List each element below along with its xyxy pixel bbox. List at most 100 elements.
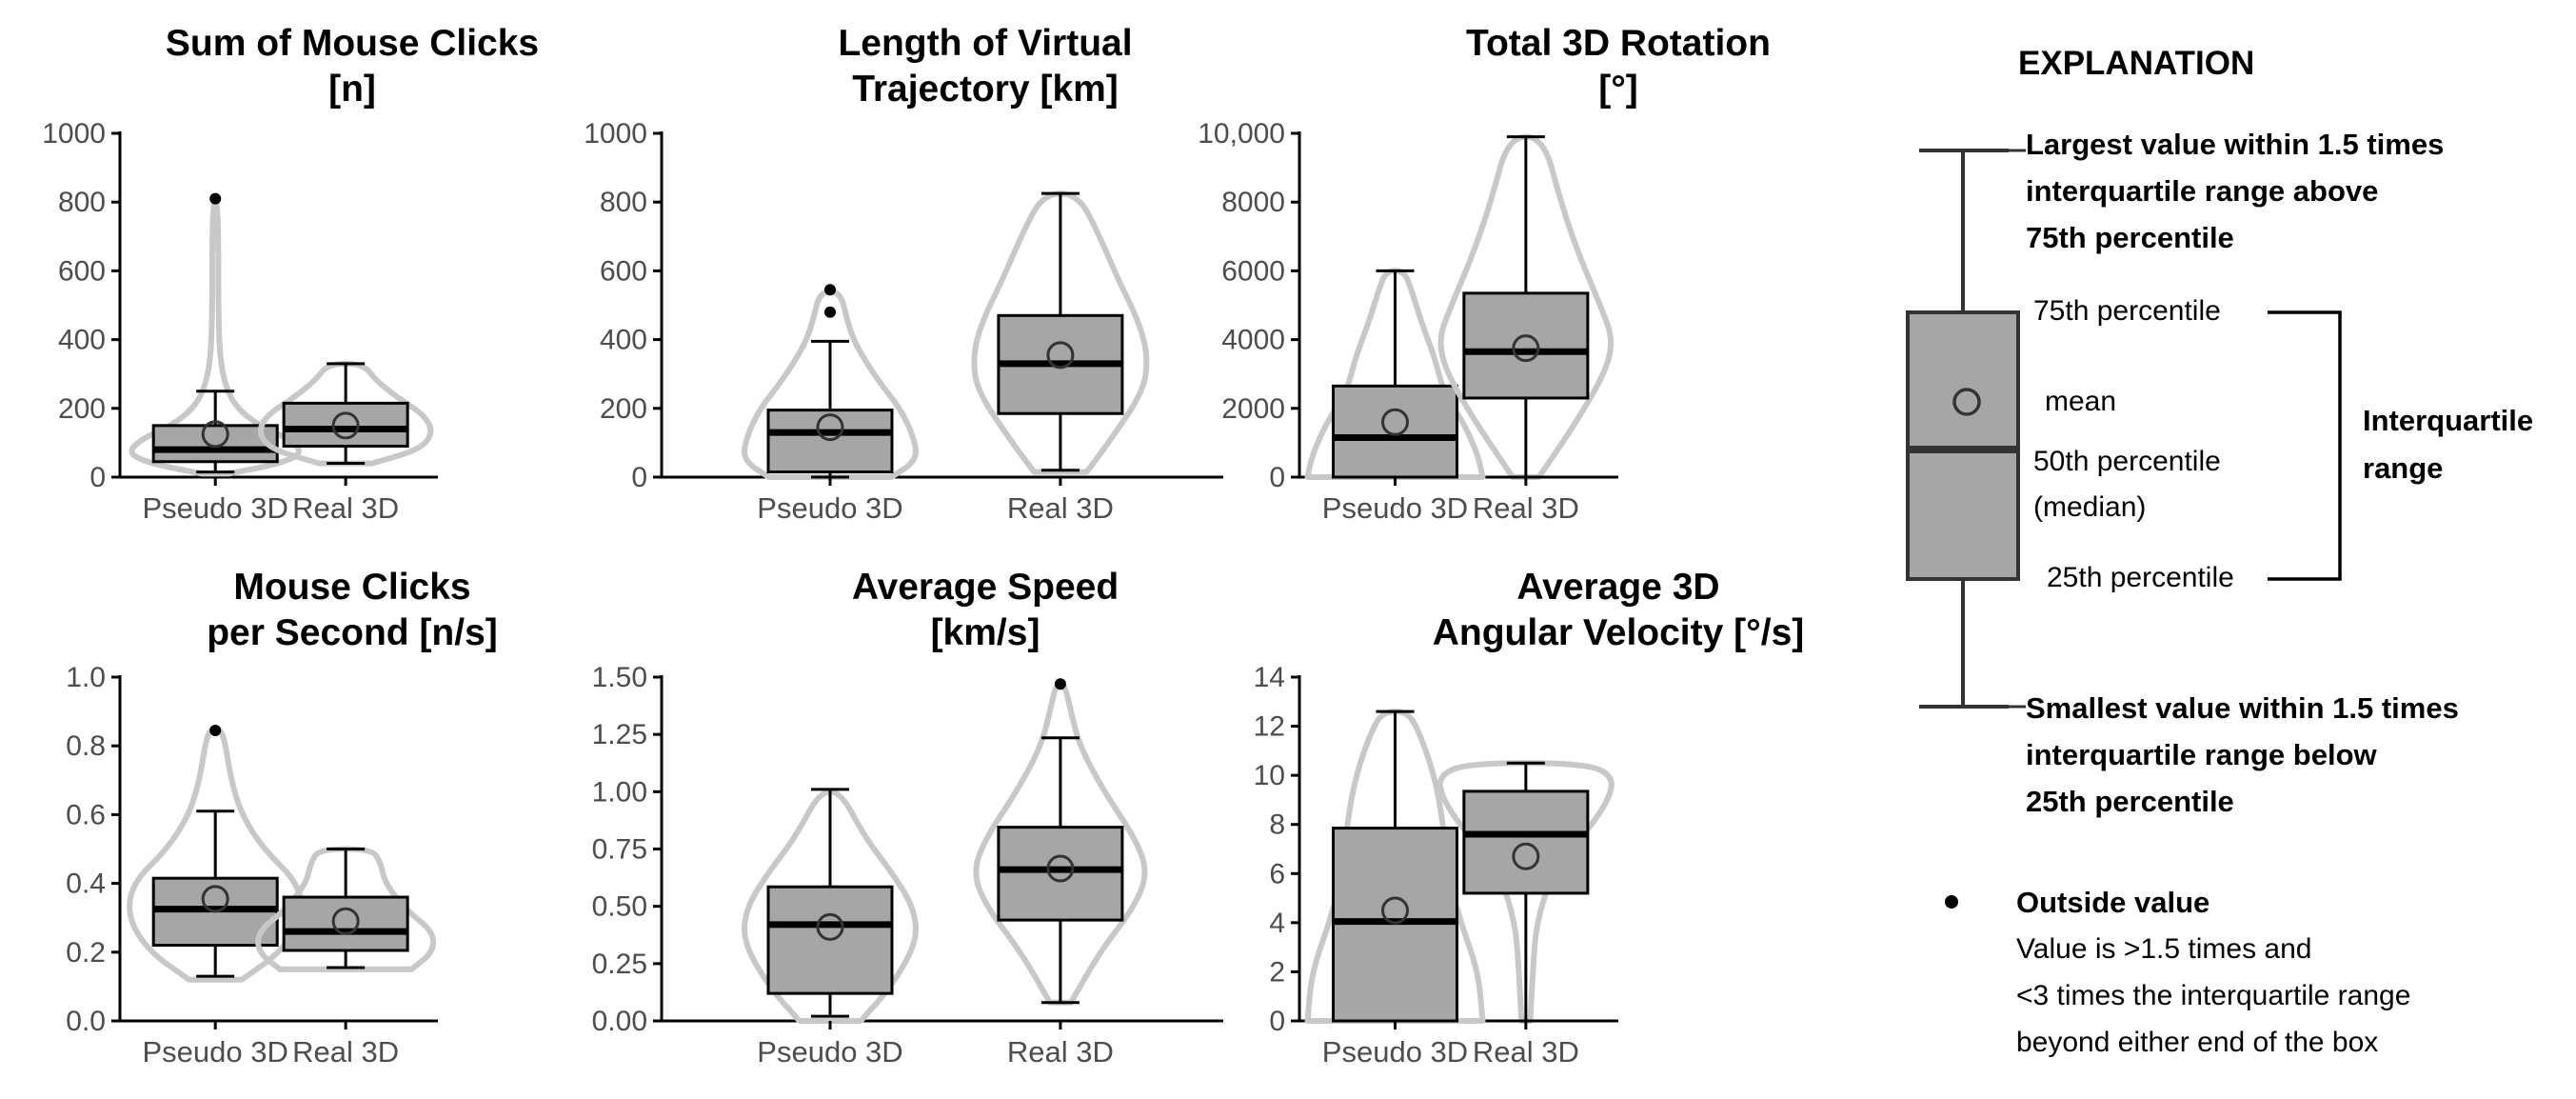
legend-largest-line-3: 75th percentile: [2026, 221, 2234, 254]
legend-outside-desc-2: <3 times the interquartile range: [2016, 980, 2410, 1011]
y-tick-label: 2000: [1221, 393, 1285, 425]
violin-pseudo-3d: [741, 289, 920, 480]
legend-panel: EXPLANATION Largest value within 1.5 tim…: [1906, 45, 2533, 1058]
y-tick-label: 4: [1269, 908, 1285, 939]
mean-marker: [816, 912, 844, 941]
y-tick-label: 200: [600, 393, 647, 425]
y-tick-label: 600: [58, 255, 106, 287]
y-tick-label: 800: [58, 187, 106, 218]
series-real-3d: [973, 678, 1148, 1006]
legend-largest-line-1: Largest value within 1.5 times: [2026, 128, 2444, 161]
legend-mean-label: mean: [2045, 386, 2116, 417]
chart-2-title-line-1: Length of Virtual: [838, 23, 1132, 64]
legend-iqr-line-1: Interquartile: [2363, 404, 2533, 437]
y-tick-label: 10,000: [1198, 118, 1285, 150]
x-tick-label-real-3d: Real 3D: [1473, 491, 1579, 525]
box-real-3d: [282, 401, 409, 449]
outlier-point: [209, 724, 222, 736]
x-tick-label-pseudo-3d: Pseudo 3D: [143, 491, 288, 525]
y-tick-label: 0: [1269, 1006, 1285, 1037]
legend-p75-label: 75th percentile: [2033, 295, 2221, 327]
legend-outside-desc-3: beyond either end of the box: [2016, 1027, 2378, 1058]
y-tick-label: 0.50: [592, 891, 647, 923]
y-tick-label: 8: [1269, 809, 1285, 841]
chart-2-title-line-2: Trajectory [km]: [852, 69, 1119, 110]
y-tick-label: 800: [600, 187, 647, 218]
outlier-point: [1054, 678, 1066, 690]
box-real-3d: [1462, 789, 1590, 895]
chart-1-title-line-2: [n]: [328, 69, 376, 110]
box-pseudo-3d: [1332, 384, 1458, 479]
legend-largest-line-2: interquartile range above: [2026, 174, 2378, 208]
legend-outside-dot: [1945, 895, 1958, 909]
violin-real-3d: [971, 190, 1150, 475]
chart-2: Length of Virtual Trajectory [km] 0 200 400 6…: [584, 23, 1223, 525]
legend-smallest-line-3: 25th percentile: [2026, 785, 2234, 818]
chart-4-title-line-2: per Second [n/s]: [207, 612, 498, 653]
y-tick-label: 1000: [584, 118, 647, 150]
y-tick-label: 0: [89, 462, 106, 493]
x-tick-label-real-3d: Real 3D: [292, 1035, 399, 1069]
y-tick-label: 6: [1269, 858, 1285, 889]
x-tick-label-pseudo-3d: Pseudo 3D: [757, 1035, 902, 1069]
mean-marker: [1381, 408, 1409, 436]
chart-5: Average Speed[km/s] 0.00 0.25 0.50 0.75 1.00 1…: [592, 567, 1223, 1069]
violin-pseudo-3d: [741, 789, 920, 1024]
series-real-3d: [1437, 760, 1615, 1024]
series-pseudo-3d: [741, 284, 920, 480]
legend-p50-line-2: (median): [2033, 491, 2146, 523]
y-tick-label: 0: [631, 462, 647, 493]
mean-marker: [1046, 854, 1075, 883]
y-tick-label: 0: [1269, 462, 1285, 493]
chart-3-title-line-1: Total 3D Rotation: [1466, 23, 1771, 64]
y-tick-label: 1.00: [592, 776, 647, 808]
charts-area: Sum of Mouse Clicks[n]02004006008001000P…: [42, 23, 1804, 1069]
y-tick-label: 0.25: [592, 949, 647, 980]
y-tick-label: 0.0: [66, 1006, 106, 1037]
y-tick-label: 2: [1269, 956, 1285, 988]
legend-iqr-bracket: [2268, 310, 2342, 581]
legend-heading: EXPLANATION: [2018, 45, 2254, 82]
chart-3-title-line-2: [°]: [1598, 69, 1638, 110]
legend-smallest-line-2: interquartile range below: [2026, 738, 2378, 771]
y-tick-label: 4000: [1221, 325, 1285, 356]
outlier-point: [209, 192, 222, 205]
series-pseudo-3d: [741, 788, 920, 1024]
chart-5-title-line-1: Average Speed: [852, 567, 1119, 608]
x-tick-label-pseudo-3d: Pseudo 3D: [143, 1035, 288, 1069]
series-real-3d: [1437, 133, 1615, 480]
violin-real-3d: [1437, 133, 1615, 480]
mean-marker: [816, 413, 844, 442]
y-tick-label: 0.00: [592, 1006, 647, 1037]
x-tick-label-pseudo-3d: Pseudo 3D: [1322, 1035, 1468, 1069]
y-tick-label: 0.6: [66, 799, 106, 830]
mean-marker: [201, 420, 229, 449]
box-real-3d: [1462, 291, 1590, 400]
y-tick-label: 1.50: [592, 662, 647, 693]
legend-mean-circle: [1952, 388, 1981, 416]
x-tick-label-real-3d: Real 3D: [1007, 1035, 1114, 1069]
box-real-3d: [997, 826, 1124, 922]
mean-marker: [1046, 341, 1075, 370]
mean-marker: [331, 907, 360, 935]
chart-1-title-line-1: Sum of Mouse Clicks: [166, 23, 539, 64]
y-tick-label: 1.0: [66, 662, 106, 693]
series-pseudo-3d: [127, 724, 305, 983]
y-tick-label: 1000: [42, 118, 106, 150]
y-tick-label: 0.8: [66, 730, 106, 762]
x-tick-label-real-3d: Real 3D: [1007, 491, 1114, 525]
x-tick-label-real-3d: Real 3D: [1473, 1035, 1579, 1069]
series-pseudo-3d: [1304, 268, 1486, 480]
series-pseudo-3d: [1304, 709, 1486, 1024]
mean-marker: [201, 885, 229, 913]
y-tick-label: 600: [600, 255, 647, 287]
x-tick-label-pseudo-3d: Pseudo 3D: [1322, 491, 1468, 525]
y-tick-label: 400: [600, 325, 647, 356]
y-tick-label: 0.2: [66, 937, 106, 969]
series-real-3d: [255, 846, 437, 972]
mean-marker: [1512, 842, 1540, 870]
legend-iqr-line-2: range: [2363, 451, 2443, 485]
legend-outside-desc-1: Value is >1.5 times and: [2016, 933, 2311, 965]
legend-p25-label: 25th percentile: [2047, 562, 2234, 593]
